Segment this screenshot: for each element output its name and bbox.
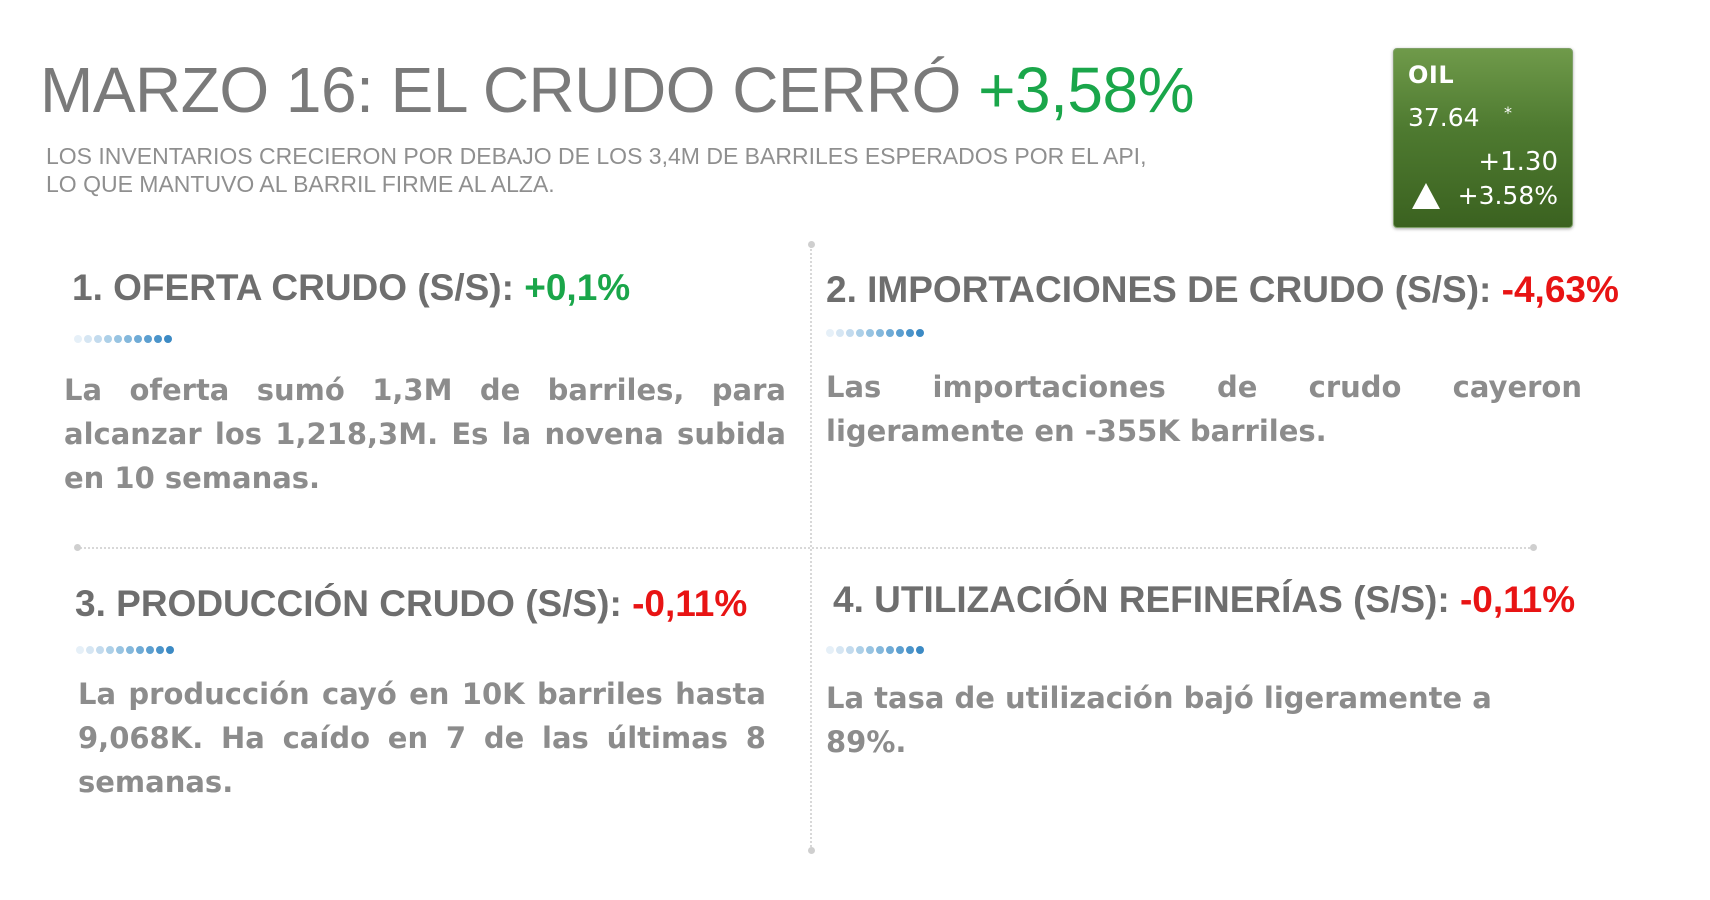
subtitle-line-2: LO QUE MANTUVO AL BARRIL FIRME AL ALZA. xyxy=(46,171,555,197)
dot-separator xyxy=(826,646,926,656)
separator-dot xyxy=(146,646,154,654)
separator-dot xyxy=(134,335,142,343)
dot-separator xyxy=(74,335,174,345)
divider-dot xyxy=(74,544,81,551)
separator-dot xyxy=(144,335,152,343)
section-label: 2. IMPORTACIONES DE CRUDO (S/S): xyxy=(826,269,1492,310)
section-title: 3. PRODUCCIÓN CRUDO (S/S): -0,11% xyxy=(75,582,747,626)
separator-dot xyxy=(886,329,894,337)
separator-dot xyxy=(876,329,884,337)
separator-dot xyxy=(96,646,104,654)
separator-dot xyxy=(886,646,894,654)
dot-separator xyxy=(76,646,176,656)
separator-dot xyxy=(826,646,834,654)
title-text: MARZO 16: EL CRUDO CERRÓ xyxy=(40,54,961,126)
separator-dot xyxy=(126,646,134,654)
page-title: MARZO 16: EL CRUDO CERRÓ +3,58% xyxy=(40,52,1194,128)
section-value: +0,1% xyxy=(524,267,631,308)
separator-dot xyxy=(906,329,914,337)
separator-dot xyxy=(156,646,164,654)
separator-dot xyxy=(104,335,112,343)
section-label: 3. PRODUCCIÓN CRUDO (S/S): xyxy=(75,583,622,624)
oil-ticker-widget: OIL 37.64 * +1.30 +3.58% xyxy=(1393,48,1573,228)
separator-dot xyxy=(876,646,884,654)
ticker-price: 37.64 xyxy=(1408,103,1480,132)
section-value: -4,63% xyxy=(1501,269,1619,310)
separator-dot xyxy=(124,335,132,343)
triangle-up-icon xyxy=(1412,183,1440,209)
section-title: 4. UTILIZACIÓN REFINERÍAS (S/S): -0,11% xyxy=(833,578,1575,622)
divider-dot xyxy=(808,847,815,854)
separator-dot xyxy=(916,646,924,654)
separator-dot xyxy=(916,329,924,337)
separator-dot xyxy=(166,646,174,654)
section-text: La oferta sumó 1,3M de barriles, para al… xyxy=(64,373,786,495)
section-label: 1. OFERTA CRUDO (S/S): xyxy=(72,267,514,308)
separator-dot xyxy=(836,646,844,654)
separator-dot xyxy=(896,646,904,654)
section-text: La producción cayó en 10K barriles hasta… xyxy=(78,677,766,799)
separator-dot xyxy=(896,329,904,337)
section-text: La tasa de utilización bajó ligeramente … xyxy=(826,681,1492,759)
section-title: 2. IMPORTACIONES DE CRUDO (S/S): -4,63% xyxy=(826,268,1619,312)
section-text: Las importaciones de crudo cayeron liger… xyxy=(826,370,1582,448)
separator-dot xyxy=(116,646,124,654)
separator-dot xyxy=(106,646,114,654)
section-value: -0,11% xyxy=(1459,579,1576,620)
ticker-symbol: OIL xyxy=(1408,61,1455,89)
section-label: 4. UTILIZACIÓN REFINERÍAS (S/S): xyxy=(833,579,1450,620)
dot-separator xyxy=(826,329,926,339)
divider-dot xyxy=(808,241,815,248)
ticker-price-mark: * xyxy=(1504,103,1512,122)
divider-dot xyxy=(1530,544,1537,551)
separator-dot xyxy=(114,335,122,343)
page-subtitle: LOS INVENTARIOS CRECIERON POR DEBAJO DE … xyxy=(46,142,1286,198)
separator-dot xyxy=(836,329,844,337)
separator-dot xyxy=(94,335,102,343)
title-change: +3,58% xyxy=(978,54,1194,126)
separator-dot xyxy=(76,646,84,654)
separator-dot xyxy=(846,646,854,654)
section-value: -0,11% xyxy=(632,583,748,624)
separator-dot xyxy=(866,329,874,337)
ticker-change: +1.30 xyxy=(1478,147,1558,177)
section-title: 1. OFERTA CRUDO (S/S): +0,1% xyxy=(72,266,630,310)
separator-dot xyxy=(74,335,82,343)
separator-dot xyxy=(164,335,172,343)
separator-dot xyxy=(154,335,162,343)
separator-dot xyxy=(856,329,864,337)
horizontal-divider xyxy=(77,547,1533,549)
separator-dot xyxy=(906,646,914,654)
separator-dot xyxy=(856,646,864,654)
separator-dot xyxy=(826,329,834,337)
separator-dot xyxy=(136,646,144,654)
separator-dot xyxy=(866,646,874,654)
separator-dot xyxy=(846,329,854,337)
separator-dot xyxy=(84,335,92,343)
separator-dot xyxy=(86,646,94,654)
ticker-change-percent: +3.58% xyxy=(1457,181,1558,210)
subtitle-line-1: LOS INVENTARIOS CRECIERON POR DEBAJO DE … xyxy=(46,143,1147,169)
